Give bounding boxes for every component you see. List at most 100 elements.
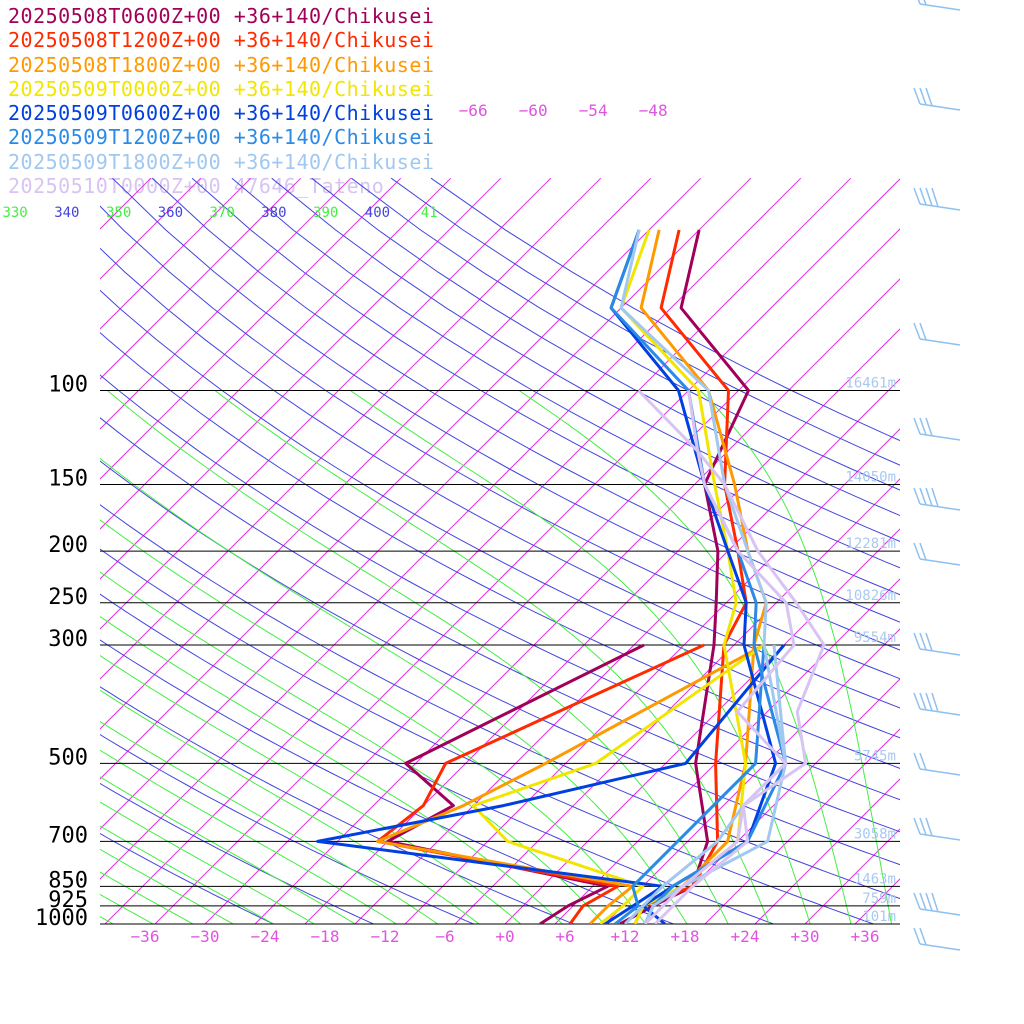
- temperature-tick-label: +12: [611, 927, 640, 946]
- top-temperature-label: −48: [639, 101, 668, 120]
- theta-label: 41: [421, 205, 438, 221]
- top-temperature-label: −60: [519, 101, 548, 120]
- isotherm-line: [1005, 178, 1024, 924]
- pressure-label: 700: [48, 823, 88, 848]
- pressure-label: 250: [48, 585, 88, 610]
- pressure-label: 200: [48, 533, 88, 558]
- moist-adiabat-line: [100, 825, 275, 924]
- moist-adiabat-line: [100, 848, 235, 924]
- pressure-label: 925: [48, 888, 88, 913]
- isotherm-line: [654, 678, 900, 924]
- theta-label: 350: [106, 205, 131, 221]
- isotherm-line: [754, 778, 900, 924]
- legend-entry: 20250509T0600Z+00 +36+140/Chikusei: [8, 101, 435, 126]
- isotherm-line: [100, 177, 402, 480]
- isotherm-line: [100, 177, 302, 380]
- wind-barb: [913, 417, 961, 441]
- theta-label: 330: [2, 205, 27, 221]
- dry-adiabat-line: [100, 639, 675, 924]
- top-temperature-label: −66: [459, 101, 488, 120]
- wind-barb: [913, 632, 961, 656]
- isotherm-line: [554, 578, 900, 924]
- legend-entry: 20250508T1800Z+00 +36+140/Chikusei: [8, 52, 435, 77]
- temperature-tick-label: +6: [555, 927, 574, 946]
- height-label: 14050m: [845, 469, 896, 485]
- dewpoint-profile-line: [376, 643, 765, 924]
- wind-barb: [913, 692, 961, 716]
- dry-adiabat-line: [100, 247, 900, 709]
- moist-adiabat-line: [100, 654, 522, 924]
- dry-adiabat-lines: [100, 177, 900, 924]
- wind-barb: [917, 0, 961, 11]
- height-label: 9554m: [854, 630, 896, 646]
- moist-adiabat-line: [100, 776, 357, 924]
- isotherm-line: [704, 728, 900, 924]
- isotherm-line: [100, 177, 452, 530]
- legend-entry: 20250509T0000Z+00 +36+140/Chikusei: [8, 76, 435, 101]
- dewpoint-profile-line: [614, 644, 766, 924]
- pressure-label: 500: [48, 745, 88, 770]
- theta-label: 390: [313, 205, 338, 221]
- isotherm-line: [0, 178, 1, 924]
- legend-entry: 20250508T0600Z+00 +36+140/Chikusei: [8, 4, 435, 28]
- wind-barb: [913, 87, 961, 111]
- moist-adiabat-line: [100, 871, 195, 924]
- wind-barb: [913, 817, 961, 841]
- isotherm-line: [100, 177, 352, 430]
- dry-adiabat-line: [100, 460, 900, 866]
- temperature-profile-line: [653, 390, 826, 924]
- dry-adiabat-line: [151, 177, 900, 623]
- height-label: 1463m: [854, 871, 896, 887]
- theta-label: 400: [365, 205, 390, 221]
- dry-adiabat-line: [100, 548, 875, 924]
- wind-barb: [913, 752, 961, 776]
- dry-adiabat-line: [100, 289, 900, 739]
- axis-labels: 100 16461m 150 14050m 200 12281m 250 10826m 300 9…: [2, 101, 896, 946]
- height-label: 12281m: [845, 536, 896, 552]
- moist-adiabat-line: [100, 801, 316, 924]
- height-label: 5745m: [854, 748, 896, 764]
- dry-adiabat-line: [100, 734, 475, 924]
- pressure-label: 150: [48, 466, 88, 491]
- dry-adiabat-line: [100, 374, 900, 801]
- temperature-tick-label: +0: [495, 927, 514, 946]
- height-label: 101m: [862, 909, 896, 925]
- temperature-tick-label: +30: [791, 927, 820, 946]
- moist-adiabat-line: [100, 571, 605, 924]
- pressure-label: 850: [48, 868, 88, 893]
- dry-adiabat-line: [100, 782, 375, 924]
- isotherm-line: [955, 178, 1024, 924]
- pressure-label: 1000: [35, 906, 88, 931]
- wind-barb: [913, 927, 961, 951]
- dry-adiabat-line: [100, 417, 900, 833]
- isotherm-line: [0, 178, 51, 924]
- dry-adiabat-line: [191, 177, 900, 596]
- temperature-tick-label: −24: [251, 927, 280, 946]
- isotherm-line: [100, 177, 252, 330]
- legend-entry: 20250508T1200Z+00 +36+140/Chikusei: [8, 28, 435, 53]
- dry-adiabat-line: [100, 331, 900, 769]
- height-label: 16461m: [845, 376, 896, 392]
- top-temperature-label: −54: [579, 101, 608, 120]
- height-label: 10826m: [845, 588, 896, 604]
- dry-adiabat-line: [100, 686, 575, 924]
- wind-barb: [913, 487, 961, 511]
- legend-entry: 20250509T1800Z+00 +36+140/Chikusei: [8, 149, 435, 174]
- moist-adiabat-line: [100, 893, 155, 924]
- legend-entry: 20250509T1200Z+00 +36+140/Chikusei: [8, 125, 435, 150]
- theta-label: 380: [261, 205, 286, 221]
- moist-adiabat-line: [699, 390, 893, 924]
- moist-adiabat-line: [214, 390, 770, 924]
- theta-label: 340: [54, 205, 79, 221]
- temperature-tick-label: −30: [191, 927, 220, 946]
- dewpoint-profile-line: [376, 643, 705, 924]
- dry-adiabat-line: [231, 177, 900, 569]
- dry-adiabat-line: [100, 205, 900, 680]
- wind-barb: [913, 892, 961, 916]
- temperature-profile-line: [633, 229, 748, 924]
- temperature-tick-label: −12: [371, 927, 400, 946]
- moist-adiabat-line: [100, 519, 647, 924]
- dry-adiabat-line: [100, 833, 275, 924]
- wind-barbs: [913, 0, 961, 951]
